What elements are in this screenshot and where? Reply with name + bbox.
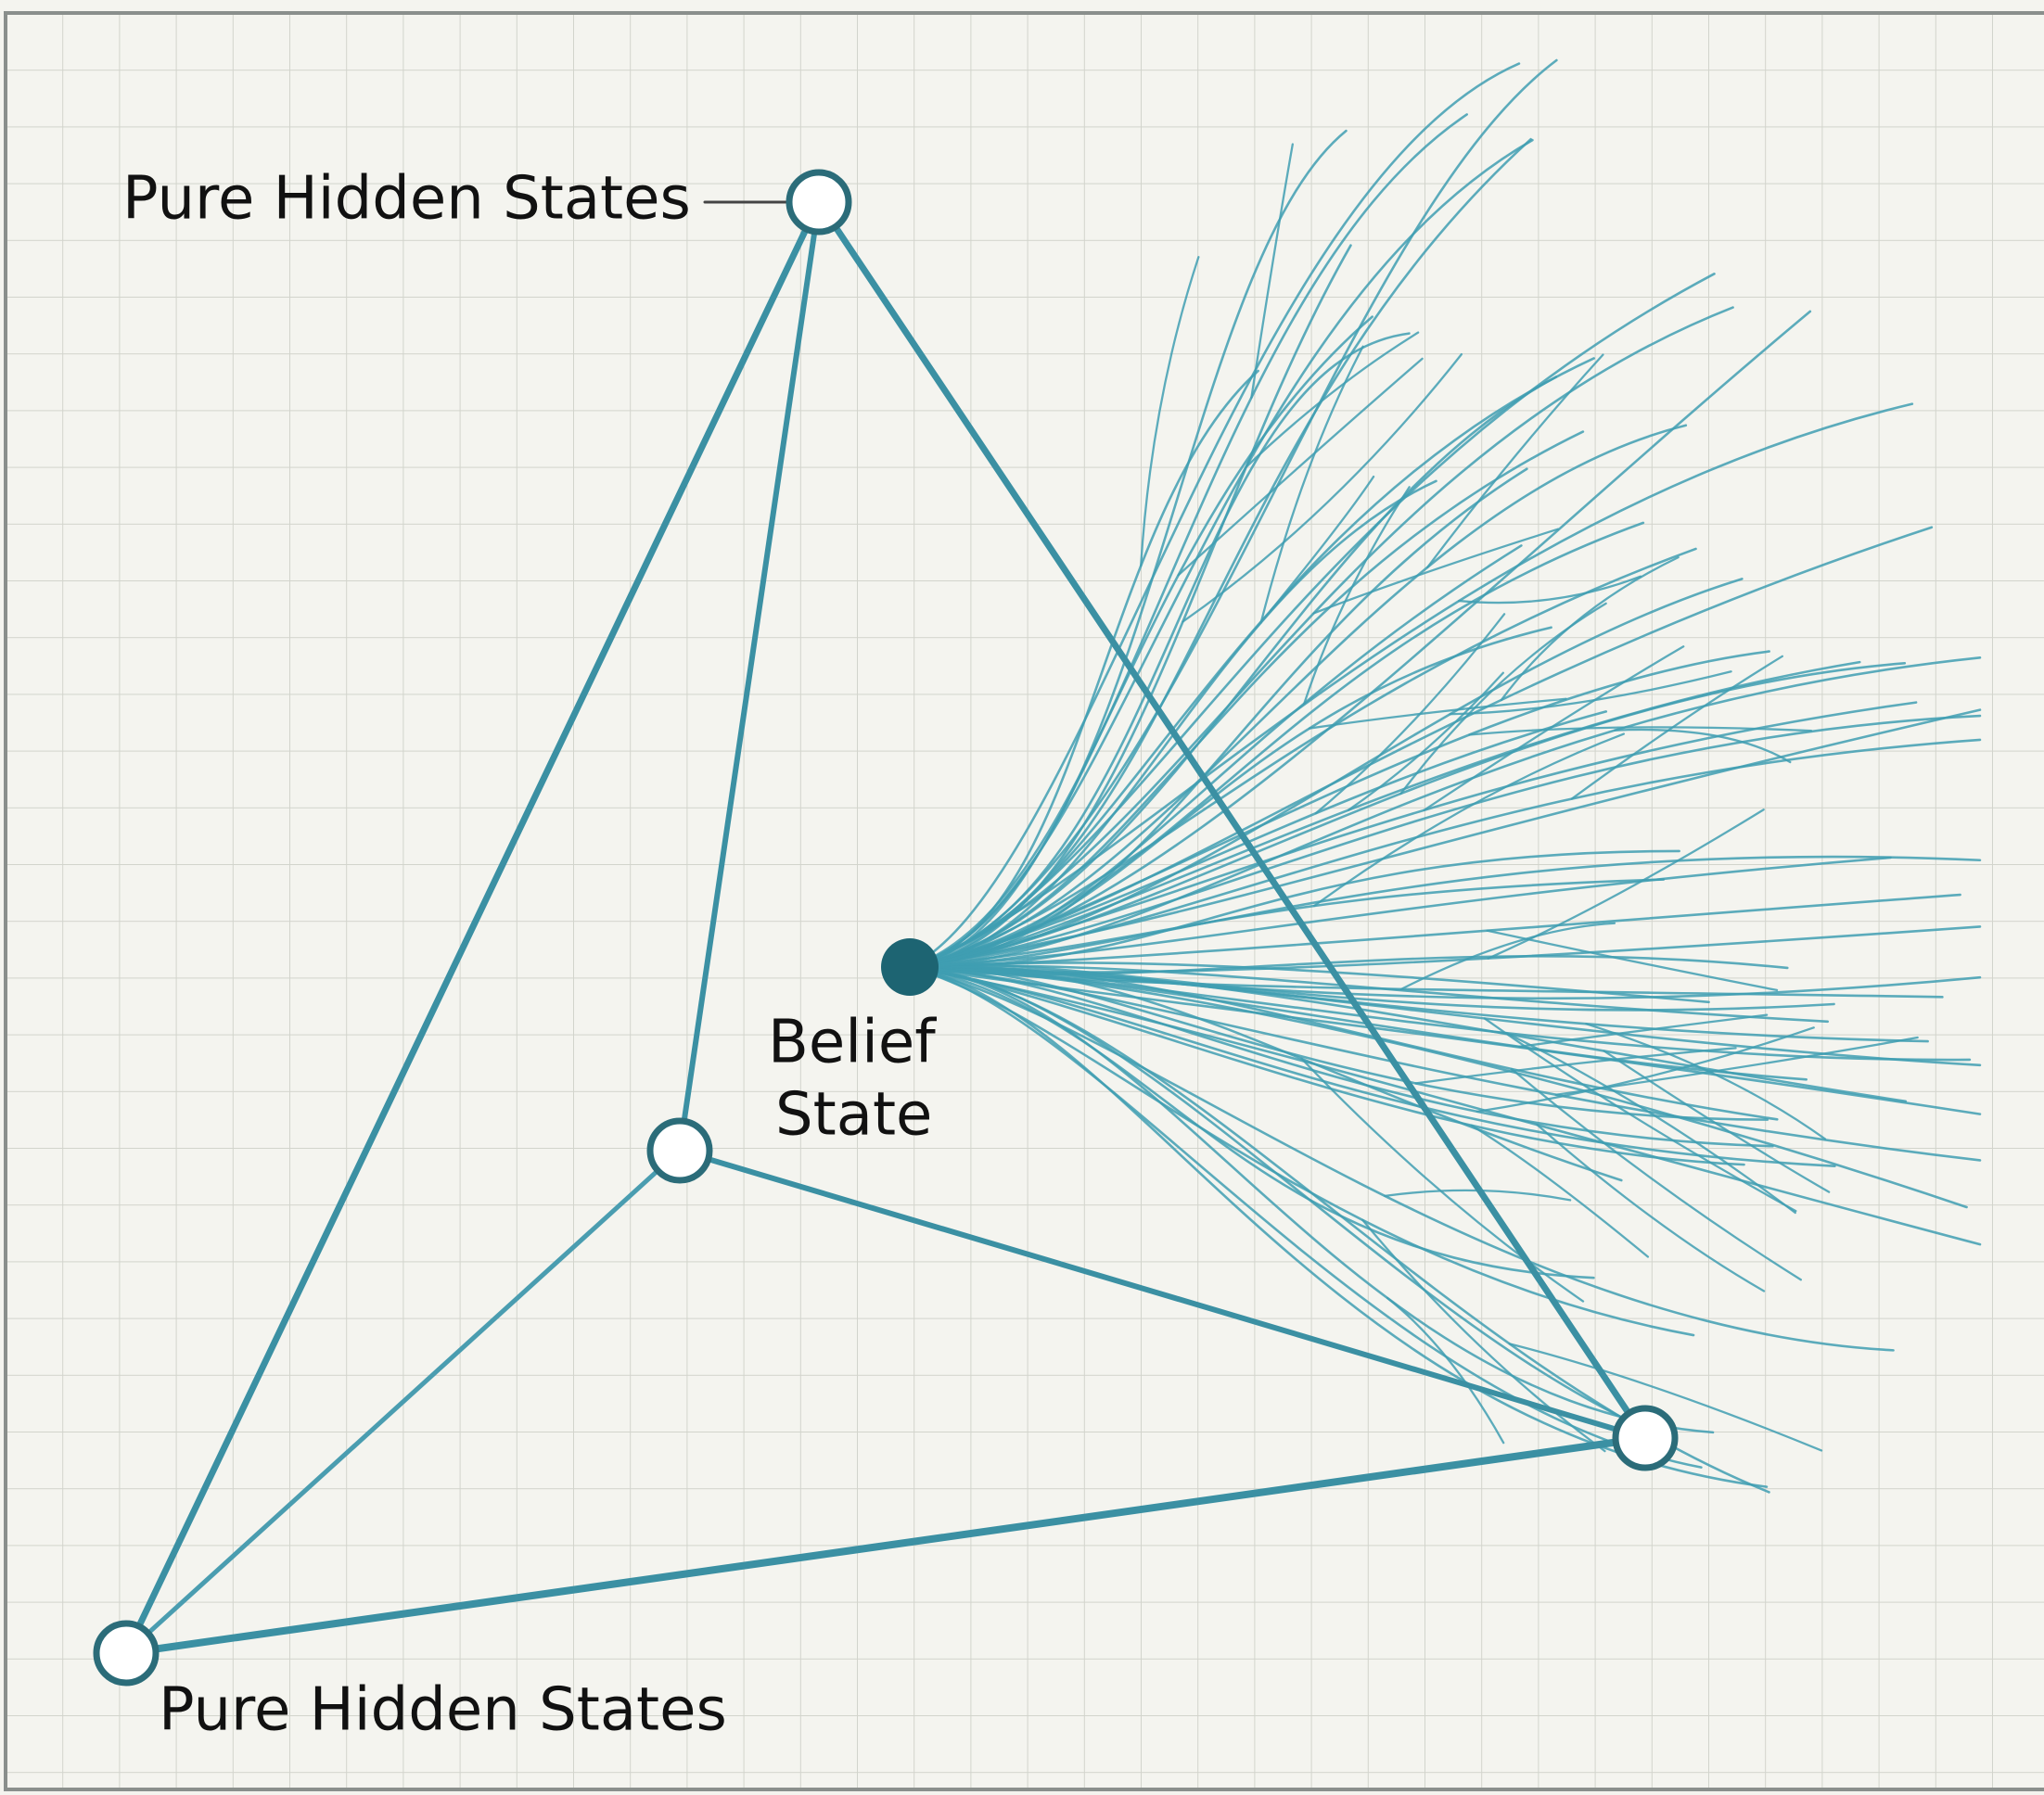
trajectory [908,656,1982,969]
trajectory [908,369,1259,969]
trajectory [908,714,1982,969]
trajectory [908,424,1688,969]
trajectory [1269,475,1375,612]
trajectory [1303,486,1411,705]
trajectory [1245,331,1420,469]
trajectory [908,738,1982,969]
trajectory [1259,345,1364,624]
vertex [646,1117,713,1184]
trajectory [1500,555,1680,702]
trajectory [1177,357,1424,577]
trajectory [908,310,1812,969]
trajectory [908,856,1892,969]
belief-label: Belief [768,1009,937,1077]
trajectory [908,965,1674,1442]
trajectory [908,306,1734,969]
trajectory [1400,922,1616,990]
trajectory [908,137,1532,969]
trajectory [908,138,1534,969]
edge [815,198,1649,1442]
vertex [1612,1405,1679,1471]
trajectory [1476,1026,1815,1114]
trajectory [908,965,1769,1488]
trajectory [908,315,1373,969]
trajectory [1508,1343,1823,1452]
trajectory [1347,671,1504,811]
trajectory [1458,575,1642,605]
trajectory [908,965,1595,1279]
vertex [93,1620,160,1687]
trajectory [908,701,1918,969]
belief-dot [881,938,939,996]
trajectory [908,521,1645,969]
edge [122,198,823,1657]
trajectory [908,660,1861,969]
trajectory [1570,655,1784,800]
edge [677,199,822,1153]
trajectory [908,965,1695,1337]
top-label: Pure Hidden States [122,165,691,234]
trajectory [908,650,1770,969]
edge [123,1148,683,1656]
trajectory [1313,732,1626,908]
trajectory [908,965,1972,1062]
frame [4,11,2044,1791]
vertex [786,169,852,236]
trajectory [1414,1047,1737,1085]
trajectory [1426,353,1604,568]
trajectory [908,965,1745,1166]
trajectory [1518,1013,1769,1049]
trajectory [908,855,1982,969]
trajectory [1603,1050,1831,1193]
simplex-edges [122,198,1649,1657]
trajectory [1140,256,1200,567]
trajectory [1312,528,1559,615]
trajectory [908,965,1703,1469]
vertices [93,169,1679,1687]
trajectory [908,965,1836,1167]
trajectory [1536,1124,1766,1292]
trajectory [1487,808,1765,960]
trajectory [908,965,1623,1182]
trajectory [908,62,1521,969]
trajectory [908,965,1982,1162]
bottom-label: Pure Hidden States [159,1676,727,1745]
trajectory [1505,1032,1796,1215]
trajectory [1423,645,1685,811]
trajectory [908,965,1908,1103]
belief-label: State [775,1081,932,1150]
trajectory [1308,697,1567,730]
trajectory [1250,143,1294,399]
trajectory [1470,1124,1650,1258]
belief-trajectories [908,58,1982,1494]
trajectory [908,849,1680,969]
trajectory [1449,670,1732,716]
trajectory [1510,1067,1802,1281]
trajectory [908,965,1715,1434]
trajectory [908,965,1895,1352]
edge [677,1148,1648,1441]
edge [122,1434,1649,1657]
trajectory [908,332,1411,969]
trajectory [908,965,1774,1148]
